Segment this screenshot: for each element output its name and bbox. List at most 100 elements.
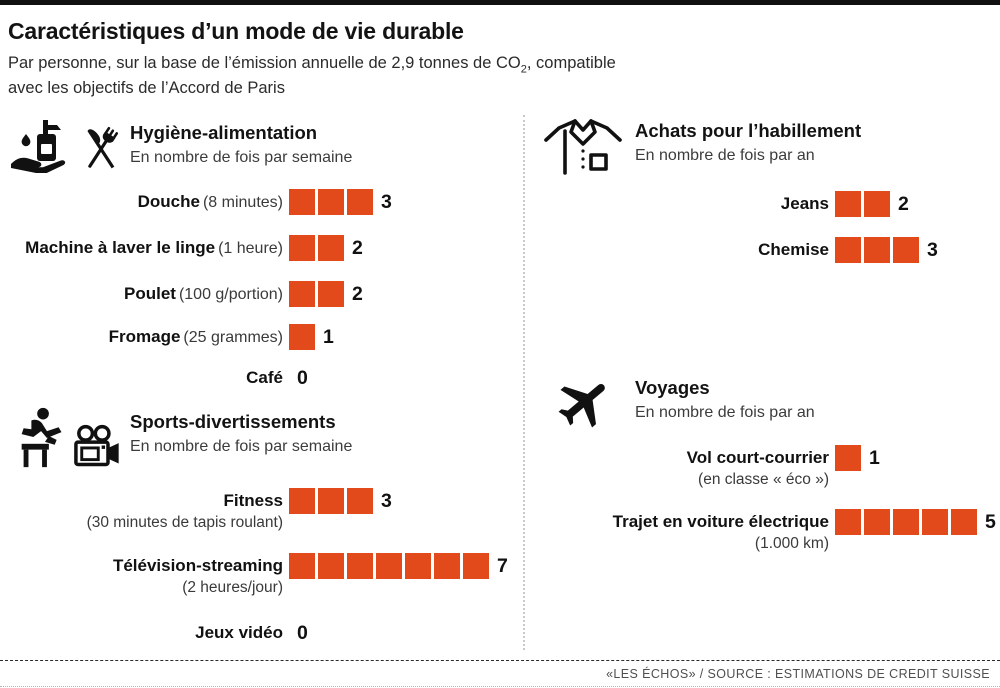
unit-bar — [835, 509, 977, 535]
row-value: 2 — [898, 193, 909, 215]
row-label-text: Télévision-streaming — [112, 556, 283, 575]
unit-square — [289, 235, 315, 261]
section-text: Achats pour l’habillement En nombre de f… — [635, 115, 861, 165]
section-title: Sports-divertissements — [130, 411, 336, 432]
chart-row-jeans: Jeans 2 — [531, 191, 909, 218]
chart-row-trajet-voiture-electrique: Trajet en voiture électrique (1.000 km) … — [531, 509, 996, 553]
row-label: Poulet (100 g/portion) — [0, 281, 283, 308]
section-icons — [10, 117, 122, 173]
unit-square — [864, 191, 890, 217]
unit-square — [893, 237, 919, 263]
unit-square — [318, 235, 344, 261]
movie-camera-icon — [74, 424, 120, 467]
row-label: Jeans — [531, 191, 829, 218]
chart-row-jeux-video: Jeux vidéo 0 — [0, 620, 308, 647]
row-value: 3 — [927, 239, 938, 261]
row-label-text: Vol court-courrier — [686, 448, 829, 467]
unit-square — [922, 509, 948, 535]
section-subtitle: En nombre de fois par semaine — [130, 438, 353, 455]
section-hygiene-header: Hygiène-alimentation En nombre de fois p… — [10, 117, 352, 173]
chart-row-fromage: Fromage (25 grammes) 1 — [0, 324, 334, 351]
section-voyages-header: Voyages En nombre de fois par an — [553, 372, 815, 434]
section-subtitle: En nombre de fois par semaine — [130, 149, 353, 166]
unit-square — [951, 509, 977, 535]
row-value: 1 — [869, 447, 880, 469]
hurdler-icon — [21, 407, 62, 468]
unit-square — [318, 189, 344, 215]
column-divider — [523, 115, 525, 650]
section-subtitle: En nombre de fois par an — [635, 404, 815, 421]
top-rule — [0, 0, 1000, 5]
row-label-text: Trajet en voiture électrique — [612, 512, 829, 531]
section-icons — [10, 406, 122, 468]
row-detail-text: (1 heure) — [218, 240, 283, 257]
header: Caractéristiques d’un mode de vie durabl… — [8, 18, 968, 100]
row-value: 0 — [297, 622, 308, 644]
unit-bar — [289, 189, 373, 215]
section-habillement-header: Achats pour l’habillement En nombre de f… — [543, 115, 861, 177]
row-label-text: Jeux vidéo — [195, 623, 283, 642]
row-label-text: Poulet — [123, 284, 176, 303]
unit-square — [289, 324, 315, 350]
row-detail-text: (8 minutes) — [202, 194, 283, 211]
hand-soap-icon — [11, 120, 66, 173]
section-icons — [543, 115, 623, 177]
footer-dashed-rule — [0, 660, 1000, 661]
section-text: Sports-divertissements En nombre de fois… — [130, 406, 352, 456]
unit-square — [318, 553, 344, 579]
page-title: Caractéristiques d’un mode de vie durabl… — [8, 18, 464, 44]
co2-subscript: 2 — [520, 63, 527, 76]
unit-square — [405, 553, 431, 579]
chart-row-poulet: Poulet (100 g/portion) 2 — [0, 281, 363, 308]
row-detail-text: (100 g/portion) — [178, 286, 283, 303]
unit-bar — [835, 237, 919, 263]
row-value: 7 — [497, 555, 508, 577]
source-credit: «LES ÉCHOS» / SOURCE : ESTIMATIONS DE CR… — [606, 667, 990, 681]
section-icons — [553, 372, 623, 434]
row-value: 5 — [985, 511, 996, 533]
unit-square — [289, 189, 315, 215]
section-title: Hygiène-alimentation — [130, 122, 318, 143]
fork-knife-icon — [87, 126, 119, 169]
row-label-text: Machine à laver le linge — [25, 238, 216, 257]
unit-square — [376, 553, 402, 579]
row-value: 3 — [381, 490, 392, 512]
section-text: Voyages En nombre de fois par an — [635, 372, 815, 422]
row-label: Vol court-courrier (en classe « éco ») — [531, 445, 829, 489]
unit-square — [434, 553, 460, 579]
row-label: Café — [0, 365, 283, 392]
row-label: Trajet en voiture électrique (1.000 km) — [531, 509, 829, 553]
row-detail-text: (25 grammes) — [183, 329, 283, 346]
unit-square — [835, 237, 861, 263]
unit-square — [864, 237, 890, 263]
unit-square — [289, 281, 315, 307]
page-subtitle: Par personne, sur la base de l’émission … — [8, 52, 968, 100]
subtitle-line1: Par personne, sur la base de l’émission … — [8, 54, 616, 76]
row-label: Jeux vidéo — [0, 620, 283, 647]
unit-square — [893, 509, 919, 535]
bottom-dotted-rule — [0, 686, 1000, 687]
row-value: 2 — [352, 237, 363, 259]
row-value: 3 — [381, 191, 392, 213]
row-label-text: Jeans — [780, 194, 829, 213]
unit-square — [347, 488, 373, 514]
shirt-icon — [544, 119, 622, 175]
row-value: 2 — [352, 283, 363, 305]
chart-row-vol-court-courrier: Vol court-courrier (en classe « éco ») 1 — [531, 445, 880, 489]
chart-row-fitness: Fitness (30 minutes de tapis roulant) 3 — [0, 488, 392, 532]
section-title: Voyages — [635, 377, 710, 398]
chart-row-chemise: Chemise 3 — [531, 237, 938, 264]
row-value: 0 — [297, 367, 308, 389]
chart-row-machine-a-laver: Machine à laver le linge (1 heure) 2 — [0, 235, 363, 262]
section-text: Hygiène-alimentation En nombre de fois p… — [130, 117, 352, 167]
row-label: Machine à laver le linge (1 heure) — [0, 235, 283, 262]
row-detail-below: (en classe « éco ») — [698, 471, 829, 488]
unit-square — [347, 189, 373, 215]
row-detail-below: (30 minutes de tapis roulant) — [86, 514, 283, 531]
row-label: Douche (8 minutes) — [0, 189, 283, 216]
unit-bar — [289, 281, 344, 307]
row-label: Chemise — [531, 237, 829, 264]
unit-square — [835, 509, 861, 535]
row-value: 1 — [323, 326, 334, 348]
row-label-text: Chemise — [758, 240, 829, 259]
